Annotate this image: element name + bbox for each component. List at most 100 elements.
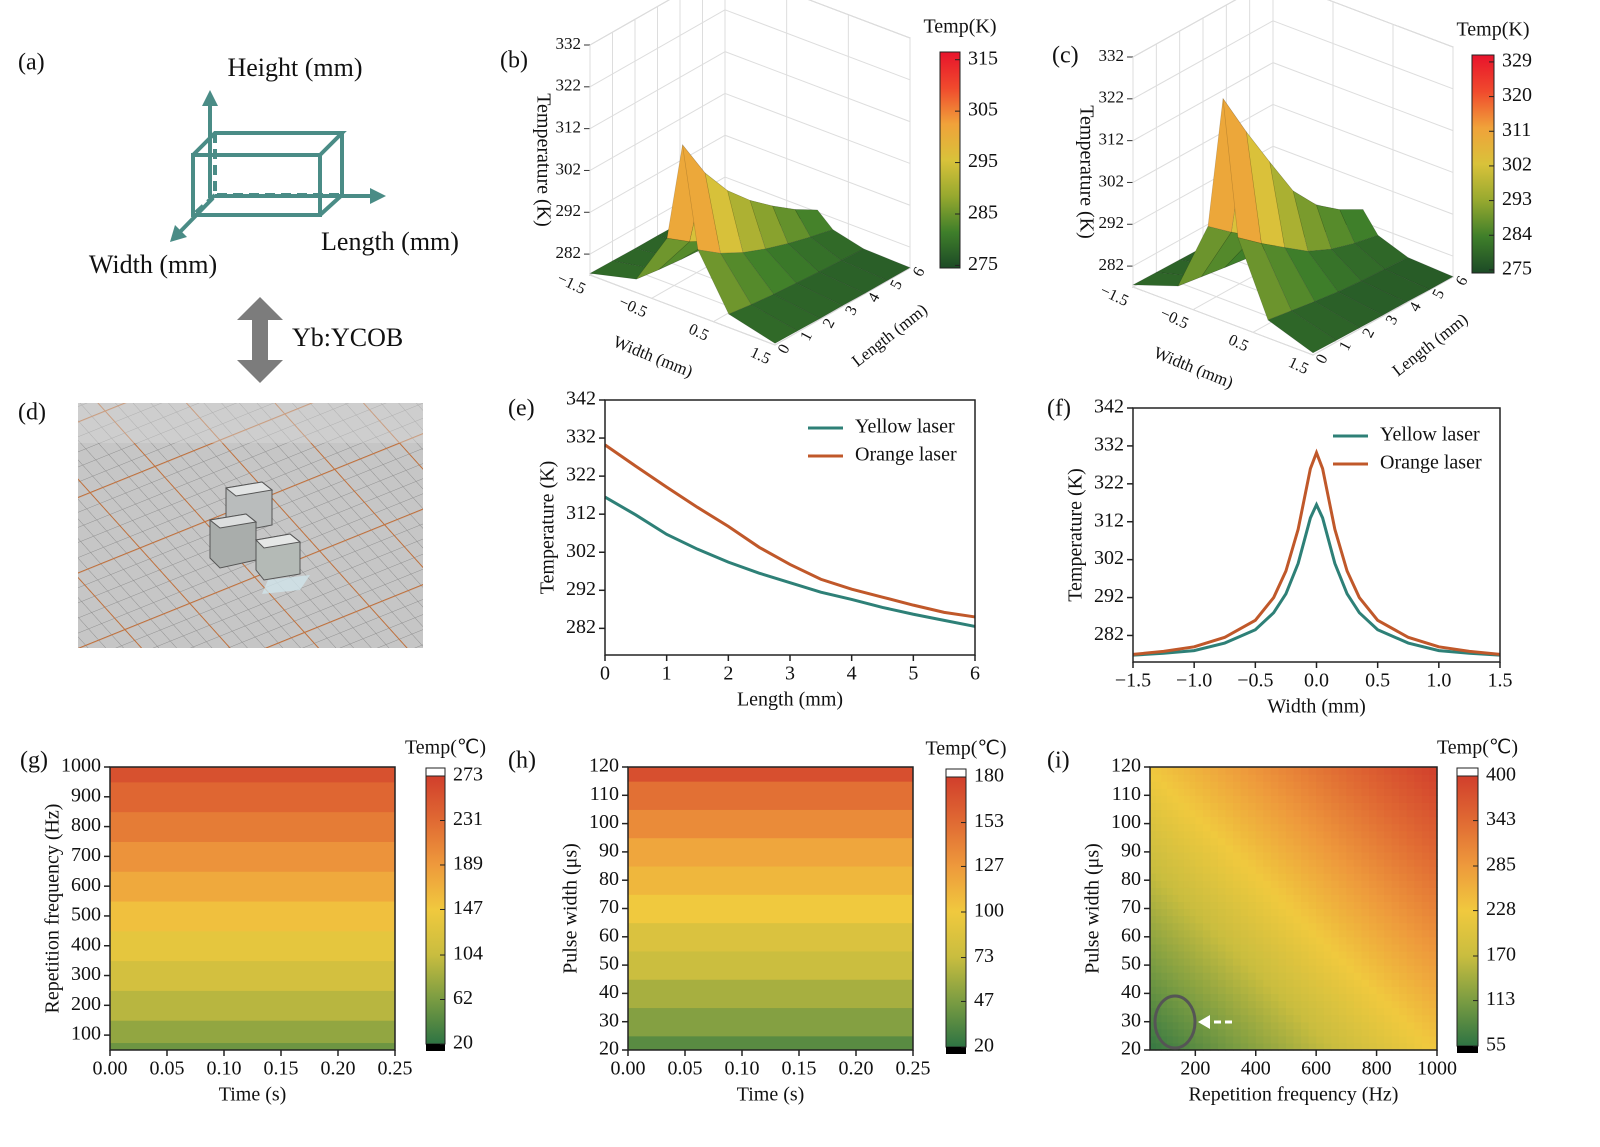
heat-cell — [1338, 844, 1347, 853]
heat-cell — [1263, 972, 1272, 980]
heat-cell — [1293, 774, 1302, 782]
y-tick-label: 332 — [566, 426, 596, 448]
heat-cell — [1391, 1000, 1400, 1009]
heat-cell — [1316, 851, 1325, 860]
heat-cell — [1376, 795, 1385, 803]
heat-cell — [1353, 901, 1363, 910]
heat-cell — [1414, 788, 1423, 796]
heat-cell — [1161, 986, 1168, 994]
heat-cell — [1376, 873, 1385, 881]
heat-cell — [1346, 823, 1355, 832]
heat-cell — [1429, 908, 1438, 917]
y-tick-label: 30 — [1121, 1009, 1141, 1031]
heat-cell — [1210, 1007, 1219, 1016]
heat-cell — [1406, 781, 1415, 789]
heat-cell — [1293, 1014, 1302, 1023]
heat-cell — [1270, 1035, 1279, 1044]
heat-cell — [1369, 1000, 1378, 1009]
heat-cell — [1376, 788, 1385, 796]
heat-cell — [1301, 894, 1310, 903]
heat-cell — [1255, 1000, 1264, 1009]
heat-cell — [1361, 958, 1370, 966]
x-axis-title: Width (mm) — [1151, 343, 1236, 392]
heat-cell — [1338, 993, 1347, 1002]
heat-cell — [1391, 1007, 1400, 1016]
heat-cell — [1161, 866, 1168, 874]
heat-cell — [1183, 816, 1191, 825]
heat-cell — [1384, 774, 1393, 782]
heat-cell — [1391, 837, 1400, 846]
heat-cell — [1376, 823, 1385, 832]
y-tick-label: 20 — [1121, 1038, 1141, 1060]
heat-cell — [1293, 837, 1302, 846]
heat-cell — [1166, 943, 1174, 952]
heat-cell — [1210, 795, 1219, 803]
heat-cell — [1293, 851, 1302, 860]
heat-cell — [1233, 873, 1242, 881]
heat-cell — [1399, 781, 1408, 789]
heat-cell — [1150, 837, 1157, 846]
heat-cell — [1369, 986, 1378, 994]
y-tick-label: 292 — [566, 578, 596, 600]
heat-cell — [1172, 816, 1179, 825]
heat-cell — [1421, 965, 1431, 973]
heat-cell — [1376, 1021, 1385, 1030]
heat-cell — [1217, 837, 1227, 846]
heat-cell — [1161, 943, 1168, 952]
heat-cell — [1217, 1021, 1227, 1030]
heat-cell — [1172, 965, 1179, 973]
heat-cell — [1172, 837, 1179, 846]
heat-cell — [1353, 1007, 1363, 1016]
heat-cell — [1166, 979, 1174, 987]
y-tick-label: 312 — [566, 502, 596, 524]
heat-cell — [1189, 908, 1196, 917]
heat-cell — [1346, 915, 1355, 924]
heat-cell — [1308, 830, 1317, 839]
heat-cell — [1263, 795, 1272, 803]
heat-cell — [1155, 823, 1162, 832]
heat-cell — [1346, 1028, 1355, 1037]
heat-cell — [1285, 774, 1295, 782]
heat-cell — [1189, 809, 1196, 818]
heat-cell — [1369, 1035, 1378, 1044]
heat-cell — [1301, 1035, 1310, 1044]
heat-cell — [1161, 823, 1168, 832]
heat-cell — [1255, 795, 1264, 803]
heat-cell — [1183, 781, 1191, 789]
heat-cell — [1161, 929, 1168, 938]
heat-cell — [1346, 979, 1355, 987]
heat-cell — [1210, 809, 1219, 818]
heat-cell — [1278, 873, 1287, 881]
heat-cell — [1376, 1000, 1385, 1009]
heat-cell — [1263, 1042, 1272, 1051]
heat-cell — [1255, 943, 1264, 952]
heat-cell — [1178, 915, 1185, 924]
heat-cell — [1155, 901, 1162, 910]
heat-cell — [1293, 866, 1302, 874]
heat-cell — [1285, 943, 1295, 952]
heat-cell — [1155, 873, 1162, 881]
heat-cell — [1369, 929, 1378, 938]
heat-cell — [1210, 958, 1219, 966]
heat-cell — [1217, 767, 1227, 775]
heat-cell — [1166, 929, 1174, 938]
heat-cell — [1429, 1042, 1438, 1051]
heat-cell — [1301, 802, 1310, 811]
heat-cell — [1384, 915, 1393, 924]
heat-cell — [1150, 993, 1157, 1002]
colorbar-over — [425, 767, 446, 777]
heat-cell — [1217, 1028, 1227, 1037]
heat-cell — [1293, 1028, 1302, 1037]
heat-cell — [1414, 1021, 1423, 1030]
heat-cell — [1421, 781, 1431, 789]
heat-cell — [1323, 972, 1332, 980]
legend-label: Yellow laser — [1380, 424, 1480, 446]
heat-cell — [1399, 1000, 1408, 1009]
heat-band — [110, 811, 395, 842]
heat-cell — [1225, 972, 1234, 980]
heat-cell — [1183, 1035, 1191, 1044]
heat-cell — [1406, 837, 1415, 846]
heat-cell — [1353, 979, 1363, 987]
heat-cell — [1316, 1028, 1325, 1037]
heat-cell — [1369, 880, 1378, 888]
